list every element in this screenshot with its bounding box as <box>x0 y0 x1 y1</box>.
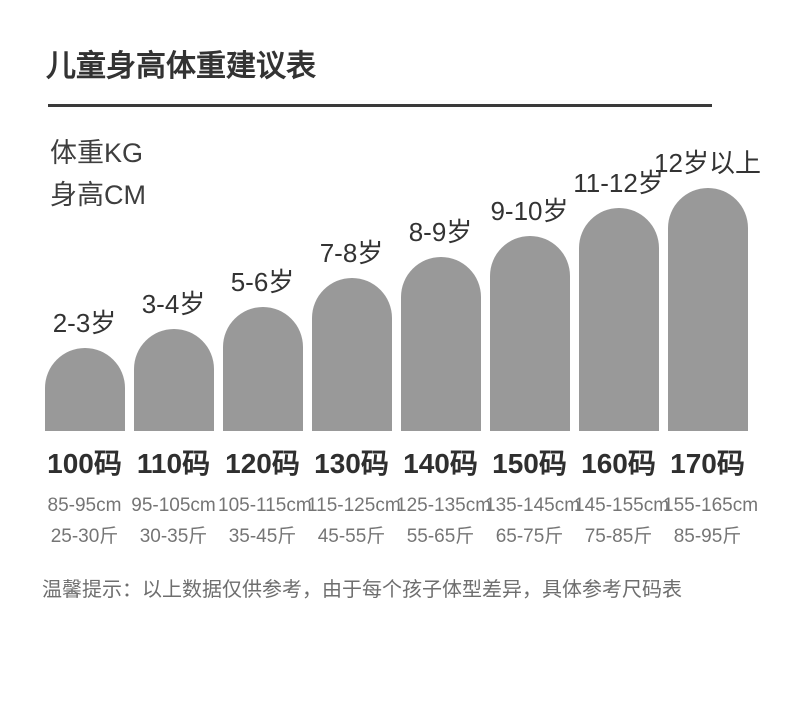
age-label: 3-4岁 <box>141 289 206 320</box>
age-label: 7-8岁 <box>319 238 384 269</box>
weight-range-label: 30-35斤 <box>139 526 208 547</box>
size-bar <box>222 307 303 431</box>
height-unit-label: 身高CM <box>50 180 146 210</box>
weight-range-label: 75-85斤 <box>584 526 653 547</box>
footnote: 温馨提示：以上数据仅供参考，由于每个孩子体型差异，具体参考尺码表 <box>42 579 682 601</box>
title-divider <box>48 104 712 107</box>
size-column: 11-12岁 <box>573 149 664 431</box>
weight-range-label: 65-75斤 <box>495 526 564 547</box>
age-label: 11-12岁 <box>573 168 664 199</box>
size-column: 2-3岁 <box>40 149 129 431</box>
size-code-label: 100码 <box>47 448 122 479</box>
size-column: 3-4岁 <box>129 149 218 431</box>
height-range-label: 155-165cm <box>663 495 759 516</box>
size-column: 9-10岁 <box>485 149 574 431</box>
size-bar <box>667 188 748 431</box>
size-code-label: 160码 <box>581 448 656 479</box>
size-code-label: 130码 <box>314 448 389 479</box>
size-code-label: 120码 <box>225 448 300 479</box>
size-code-label: 140码 <box>403 448 478 479</box>
size-column: 5-6岁 <box>218 149 307 431</box>
size-column: 12岁以上 <box>654 148 761 431</box>
size-bar <box>489 236 570 431</box>
size-bar <box>400 257 481 431</box>
age-label: 9-10岁 <box>490 196 569 227</box>
size-bar <box>44 348 125 431</box>
size-bar <box>133 329 214 431</box>
weight-range-label: 85-95斤 <box>673 526 742 547</box>
height-range-label: 145-155cm <box>574 495 670 516</box>
weight-range-label: 25-30斤 <box>50 526 119 547</box>
page-title: 儿童身高体重建议表 <box>46 50 316 83</box>
weight-range-label: 55-65斤 <box>406 526 475 547</box>
height-range-label: 95-105cm <box>131 495 216 516</box>
size-code-label: 150码 <box>492 448 567 479</box>
size-column: 7-8岁 <box>307 149 396 431</box>
weight-range-row: 25-30斤 30-35斤 35-45斤 45-55斤 55-65斤 65-75斤 75-8… <box>40 526 752 548</box>
height-range-label: 105-115cm <box>218 495 312 516</box>
height-range-label: 115-125cm <box>307 495 401 516</box>
height-range-label: 135-145cm <box>485 495 581 516</box>
weight-unit-label: 体重KG <box>50 138 144 168</box>
size-bar-chart: 2-3岁 3-4岁 5-6岁 7-8岁 8-9岁 9-10岁 11-12岁 12岁以上 <box>40 148 761 431</box>
size-code-row: 100码 110码 120码 130码 140码 150码 160码 170码 <box>40 448 752 480</box>
height-range-label: 125-135cm <box>396 495 492 516</box>
age-label: 8-9岁 <box>408 217 473 248</box>
size-code-label: 170码 <box>670 448 745 479</box>
height-range-label: 85-95cm <box>47 495 122 516</box>
age-label: 12岁以上 <box>654 148 761 179</box>
size-bar <box>311 278 392 431</box>
size-code-label: 110码 <box>136 448 211 479</box>
age-label: 2-3岁 <box>52 308 117 339</box>
size-column: 8-9岁 <box>396 149 485 431</box>
age-label: 5-6岁 <box>230 267 295 298</box>
size-bar <box>578 208 659 431</box>
weight-range-label: 45-55斤 <box>317 526 386 547</box>
height-range-row: 85-95cm 95-105cm 105-115cm 115-125cm 125-135… <box>40 495 759 517</box>
weight-range-label: 35-45斤 <box>228 526 297 547</box>
